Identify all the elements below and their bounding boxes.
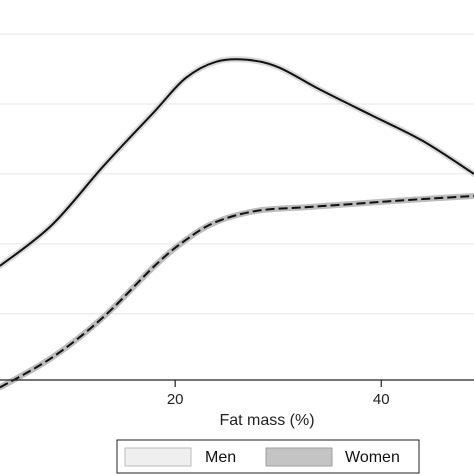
x-axis-label: Fat mass (%) xyxy=(219,412,314,429)
series-lines xyxy=(0,58,474,389)
legend-label-men: Men xyxy=(205,449,236,466)
series-line-women xyxy=(0,195,474,389)
band-men xyxy=(0,56,474,269)
confidence-bands xyxy=(0,56,474,391)
legend-swatch-women xyxy=(265,447,333,467)
band-women xyxy=(0,193,474,391)
x-tick-label: 20 xyxy=(167,391,184,408)
x-ticks: 20 40 xyxy=(167,380,390,408)
legend-swatch-men xyxy=(124,447,192,467)
legend-label-women: Women xyxy=(345,449,400,466)
x-tick-label: 40 xyxy=(373,391,390,408)
series-line-men xyxy=(0,58,474,267)
grid xyxy=(0,33,474,315)
legend: Men Women xyxy=(116,439,420,474)
